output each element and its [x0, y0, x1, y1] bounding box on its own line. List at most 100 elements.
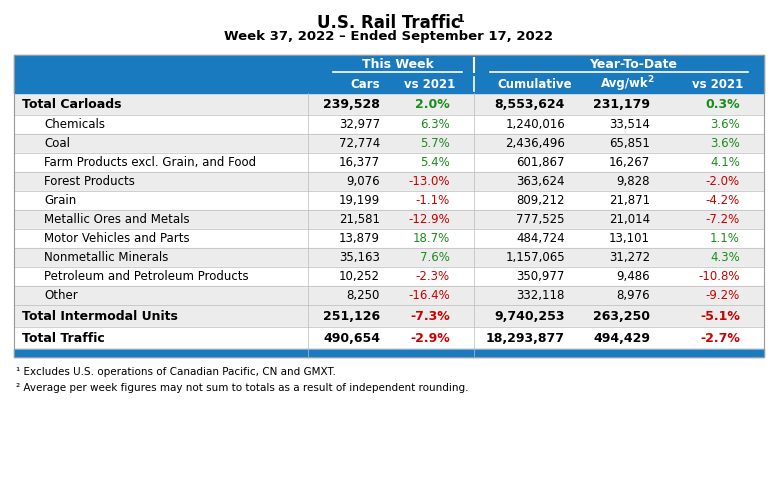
Text: Week 37, 2022 – Ended September 17, 2022: Week 37, 2022 – Ended September 17, 2022	[225, 30, 553, 43]
Text: 1,240,016: 1,240,016	[505, 118, 565, 131]
Text: 10,252: 10,252	[339, 270, 380, 283]
Bar	[14, 248, 764, 267]
Bar	[14, 286, 764, 305]
Text: 21,014: 21,014	[609, 213, 650, 226]
Text: 1: 1	[457, 14, 464, 24]
Text: vs 2021: vs 2021	[405, 77, 456, 90]
Text: -2.3%: -2.3%	[416, 270, 450, 283]
Bar	[14, 55, 764, 357]
Text: 18.7%: 18.7%	[413, 232, 450, 245]
Bar	[14, 267, 764, 286]
Text: Grain: Grain	[44, 194, 76, 207]
Text: 777,525: 777,525	[517, 213, 565, 226]
Bar	[14, 172, 764, 191]
Text: 490,654: 490,654	[323, 331, 380, 344]
Text: 251,126: 251,126	[323, 310, 380, 323]
Text: 4.3%: 4.3%	[710, 251, 740, 264]
Text: 3.6%: 3.6%	[710, 118, 740, 131]
Bar	[14, 134, 764, 153]
Text: vs 2021: vs 2021	[692, 77, 744, 90]
Text: 9,828: 9,828	[616, 175, 650, 188]
Text: -7.3%: -7.3%	[410, 310, 450, 323]
Text: Chemicals: Chemicals	[44, 118, 105, 131]
Text: 2: 2	[647, 75, 653, 85]
Text: 9,076: 9,076	[346, 175, 380, 188]
Text: ¹ Excludes U.S. operations of Canadian Pacific, CN and GMXT.: ¹ Excludes U.S. operations of Canadian P…	[16, 367, 336, 377]
Bar	[14, 191, 764, 210]
Text: 2.0%: 2.0%	[415, 98, 450, 111]
Text: 8,553,624: 8,553,624	[495, 98, 565, 111]
Text: 363,624: 363,624	[517, 175, 565, 188]
Text: 2,436,496: 2,436,496	[505, 137, 565, 150]
Text: -1.1%: -1.1%	[415, 194, 450, 207]
Text: Total Intermodal Units: Total Intermodal Units	[22, 310, 178, 323]
Text: -2.7%: -2.7%	[700, 331, 740, 344]
Text: Avg/wk: Avg/wk	[601, 77, 649, 90]
Bar	[14, 349, 764, 357]
Text: 1.1%: 1.1%	[710, 232, 740, 245]
Text: 350,977: 350,977	[517, 270, 565, 283]
Text: 3.6%: 3.6%	[710, 137, 740, 150]
Bar	[14, 210, 764, 229]
Text: 809,212: 809,212	[517, 194, 565, 207]
Bar	[14, 75, 764, 93]
Text: 1,157,065: 1,157,065	[506, 251, 565, 264]
Text: 21,871: 21,871	[609, 194, 650, 207]
Text: 6.3%: 6.3%	[420, 118, 450, 131]
Text: Total Carloads: Total Carloads	[22, 98, 121, 111]
Text: Nonmetallic Minerals: Nonmetallic Minerals	[44, 251, 168, 264]
Text: Petroleum and Petroleum Products: Petroleum and Petroleum Products	[44, 270, 249, 283]
Text: -7.2%: -7.2%	[706, 213, 740, 226]
Text: -9.2%: -9.2%	[706, 289, 740, 302]
Text: 16,377: 16,377	[339, 156, 380, 169]
Text: 601,867: 601,867	[517, 156, 565, 169]
Text: 9,486: 9,486	[616, 270, 650, 283]
Text: 494,429: 494,429	[593, 331, 650, 344]
Text: -10.8%: -10.8%	[699, 270, 740, 283]
Text: 0.3%: 0.3%	[706, 98, 740, 111]
Bar	[14, 115, 764, 134]
Bar	[14, 153, 764, 172]
Text: 4.1%: 4.1%	[710, 156, 740, 169]
Text: -2.9%: -2.9%	[410, 331, 450, 344]
Bar	[14, 55, 764, 75]
Text: Cars: Cars	[350, 77, 380, 90]
Text: Year-To-Date: Year-To-Date	[589, 58, 677, 71]
Text: 239,528: 239,528	[323, 98, 380, 111]
Text: 72,774: 72,774	[338, 137, 380, 150]
Text: Other: Other	[44, 289, 78, 302]
Text: 8,976: 8,976	[616, 289, 650, 302]
Bar	[14, 305, 764, 327]
Text: 8,250: 8,250	[347, 289, 380, 302]
Text: 18,293,877: 18,293,877	[486, 331, 565, 344]
Text: ² Average per week figures may not sum to totals as a result of independent roun: ² Average per week figures may not sum t…	[16, 383, 468, 393]
Text: -16.4%: -16.4%	[408, 289, 450, 302]
Text: 5.7%: 5.7%	[420, 137, 450, 150]
Text: 484,724: 484,724	[517, 232, 565, 245]
Text: 16,267: 16,267	[608, 156, 650, 169]
Text: Farm Products excl. Grain, and Food: Farm Products excl. Grain, and Food	[44, 156, 256, 169]
Bar	[14, 229, 764, 248]
Text: U.S. Rail Traffic: U.S. Rail Traffic	[317, 14, 461, 32]
Text: 332,118: 332,118	[517, 289, 565, 302]
Text: 65,851: 65,851	[609, 137, 650, 150]
Text: Metallic Ores and Metals: Metallic Ores and Metals	[44, 213, 190, 226]
Text: 263,250: 263,250	[593, 310, 650, 323]
Text: This Week: This Week	[362, 58, 433, 71]
Text: Total Traffic: Total Traffic	[22, 331, 105, 344]
Text: -2.0%: -2.0%	[706, 175, 740, 188]
Text: -12.9%: -12.9%	[408, 213, 450, 226]
Text: Cumulative: Cumulative	[498, 77, 573, 90]
Text: 21,581: 21,581	[339, 213, 380, 226]
Text: 33,514: 33,514	[609, 118, 650, 131]
Text: 31,272: 31,272	[609, 251, 650, 264]
Text: Motor Vehicles and Parts: Motor Vehicles and Parts	[44, 232, 190, 245]
Text: 231,179: 231,179	[593, 98, 650, 111]
Text: 9,740,253: 9,740,253	[495, 310, 565, 323]
Text: -13.0%: -13.0%	[408, 175, 450, 188]
Text: 13,101: 13,101	[609, 232, 650, 245]
Bar	[14, 327, 764, 349]
Text: 5.4%: 5.4%	[420, 156, 450, 169]
Text: Coal: Coal	[44, 137, 70, 150]
Text: -4.2%: -4.2%	[706, 194, 740, 207]
